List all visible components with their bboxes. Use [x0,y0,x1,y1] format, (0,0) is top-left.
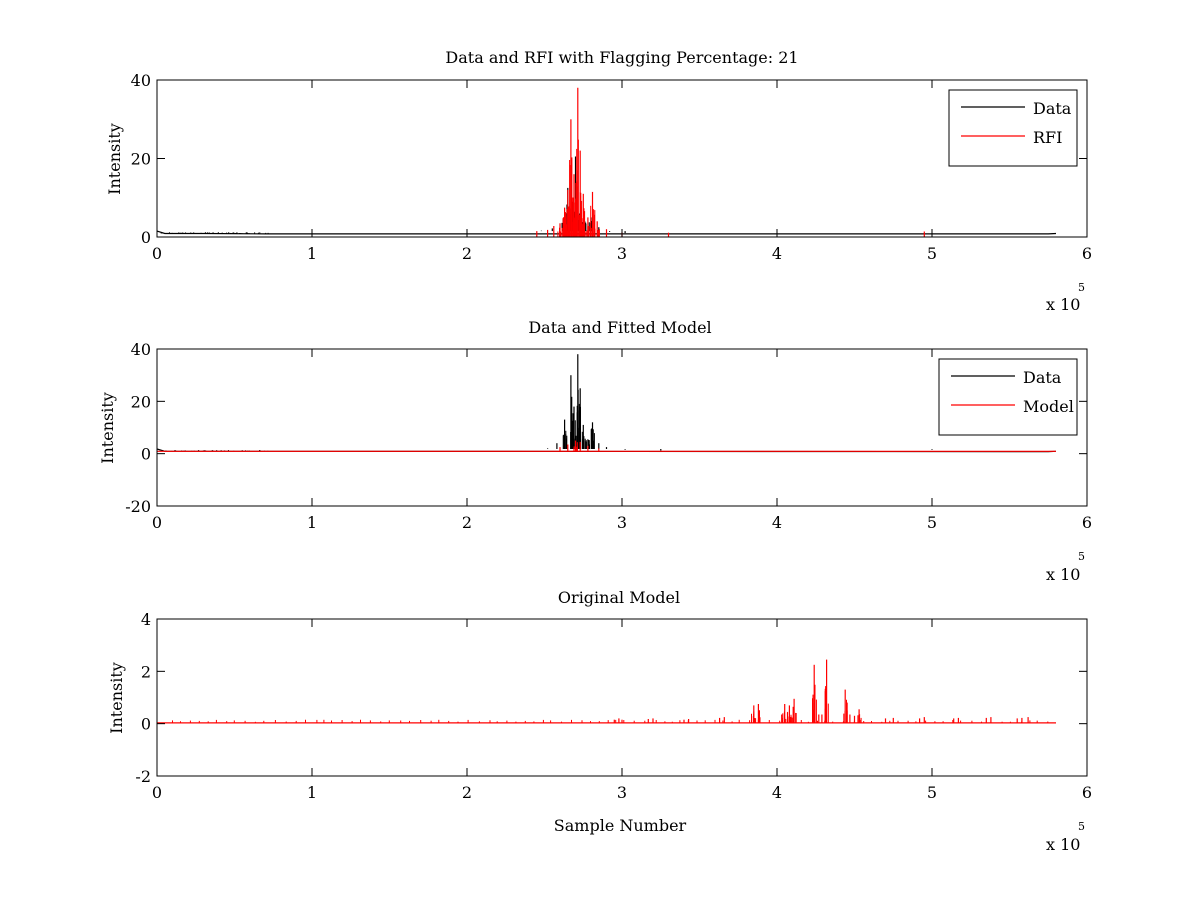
subplot-3-ylabel: Intensity [107,662,126,734]
subplot-2-legend-label: Model [1023,397,1074,416]
subplot-2-xtick-label: 3 [617,513,627,532]
subplot-2-ylabel: Intensity [98,392,117,464]
subplot-3-xtick-label: 3 [617,783,627,802]
subplot-2-x-multiplier: x 10 [1046,565,1080,584]
subplot-1-ytick-label: 40 [131,71,151,90]
subplot-1-legend-label: Data [1033,99,1072,118]
subplot-3-xtick-label: 4 [772,783,782,802]
subplot-1-xtick-label: 6 [1082,244,1092,263]
subplot-1-title: Data and RFI with Flagging Percentage: 2… [445,48,798,67]
subplot-3-ytick-label: 2 [141,662,151,681]
subplot-2-title: Data and Fitted Model [528,318,711,337]
subplot-3-xtick-label: 1 [307,783,317,802]
subplot-2-xtick-label: 6 [1082,513,1092,532]
subplot-2-ytick-label: 20 [131,392,151,411]
subplot-2-ytick-label: 40 [131,340,151,359]
subplot-3-xlabel: Sample Number [554,816,687,835]
subplot-3-ytick-label: -2 [135,767,151,786]
subplot-3-xtick-label: 2 [462,783,472,802]
subplot-1-series-data-baseline [156,230,1057,235]
subplot-1-plot-area: 0 1 2 3 4 5 6 0 20 40 Data RFI [131,71,1092,263]
subplot-2: Data and Fitted Model Intensity 0 1 2 3 4 5 6 -… [98,318,1092,584]
subplot-3-series-model [157,659,1056,724]
subplot-1-ytick-label: 0 [141,228,151,247]
subplot-1-xtick-label: 4 [772,244,782,263]
subplot-1-xtick-label: 2 [462,244,472,263]
subplot-1-x-multiplier: x 10 [1046,295,1080,314]
subplot-2-legend-box [938,358,1078,436]
subplot-2-xtick-label: 1 [307,513,317,532]
subplot-2-legend-label: Data [1023,368,1062,387]
subplot-3-ytick-label: 4 [141,610,151,629]
subplot-1-xtick-label: 0 [152,244,162,263]
subplot-1-xtick-label: 3 [617,244,627,263]
subplot-1-xtick-label: 1 [307,244,317,263]
subplot-2-ytick-label: 0 [141,445,151,464]
subplot-3-xtick-label: 0 [152,783,162,802]
subplot-2-xtick-label: 5 [927,513,937,532]
subplot-3-xtick-label: 5 [927,783,937,802]
subplot-1-ytick-label: 20 [131,150,151,169]
subplot-2-xtick-label: 2 [462,513,472,532]
subplot-2-series-model [157,440,1056,452]
subplot-3-ytick-label: 0 [141,715,151,734]
subplot-1-series-rfi [536,87,925,237]
subplot-3-title: Original Model [558,588,680,607]
subplot-1-legend-label: RFI [1033,128,1062,147]
subplot-2-x-multiplier-exponent: 5 [1078,550,1085,563]
subplot-2-xtick-label: 4 [772,513,782,532]
subplot-3-x-multiplier: x 10 [1046,835,1080,854]
subplot-1-xtick-label: 5 [927,244,937,263]
subplot-1: Data and RFI with Flagging Percentage: 2… [105,48,1092,314]
subplot-3-x-multiplier-exponent: 5 [1078,820,1085,833]
subplot-3-xtick-label: 6 [1082,783,1092,802]
subplot-2-xtick-label: 0 [152,513,162,532]
subplot-2-ytick-label: -20 [125,497,151,516]
subplot-1-x-multiplier-exponent: 5 [1078,281,1085,294]
subplot-1-ylabel: Intensity [105,123,124,195]
subplot-1-legend-box [948,89,1078,167]
